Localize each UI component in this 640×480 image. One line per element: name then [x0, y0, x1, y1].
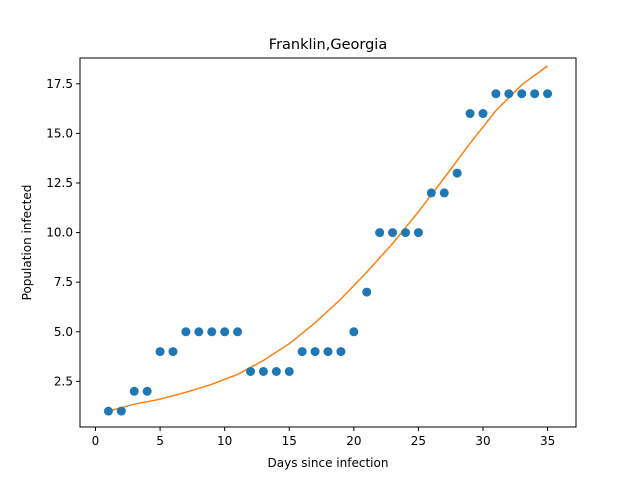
- data-point: [504, 89, 514, 99]
- x-tick-label: 35: [540, 434, 555, 448]
- data-point: [233, 327, 243, 337]
- data-point: [297, 347, 307, 357]
- data-point: [207, 327, 217, 337]
- x-tick-label: 20: [346, 434, 361, 448]
- y-axis-label: Population infected: [20, 185, 34, 301]
- data-point: [258, 366, 268, 376]
- data-point: [194, 327, 204, 337]
- data-point: [349, 327, 359, 337]
- data-point: [543, 89, 553, 99]
- x-tick-label: 25: [411, 434, 426, 448]
- fit-curve-line: [108, 65, 549, 412]
- fit-line-layer: [108, 65, 549, 412]
- y-axis-ticks: 2.5 5.0 7.5 10.0 12.5 15.0 17.5: [46, 77, 80, 388]
- data-point: [220, 327, 230, 337]
- x-tick-label: 30: [475, 434, 490, 448]
- data-point: [323, 347, 333, 357]
- x-tick-label: 10: [217, 434, 232, 448]
- y-tick-label: 7.5: [54, 275, 73, 289]
- data-point: [517, 89, 527, 99]
- data-point: [181, 327, 191, 337]
- data-point: [310, 347, 320, 357]
- data-point: [116, 406, 126, 416]
- data-point: [246, 366, 255, 376]
- y-tick-label: 17.5: [46, 77, 73, 91]
- x-tick-label: 15: [282, 434, 297, 448]
- data-point: [388, 228, 398, 238]
- scatter-points-layer: [103, 89, 553, 416]
- data-point: [401, 228, 410, 238]
- data-point: [426, 188, 436, 198]
- y-tick-label: 12.5: [46, 176, 73, 190]
- x-axis-label: Days since infection: [268, 456, 389, 470]
- x-tick-label: 5: [156, 434, 164, 448]
- chart-title: Franklin,Georgia: [269, 37, 387, 53]
- data-point: [439, 188, 449, 198]
- data-point: [336, 347, 346, 357]
- data-point: [168, 347, 178, 357]
- plot-frame: [79, 57, 577, 428]
- y-tick-label: 10.0: [46, 226, 73, 240]
- data-point: [271, 366, 281, 376]
- y-tick-label: 2.5: [54, 374, 73, 388]
- x-tick-label: 0: [92, 434, 100, 448]
- data-point: [129, 386, 139, 396]
- data-point: [452, 168, 462, 178]
- data-point: [142, 386, 152, 396]
- data-point: [362, 287, 372, 297]
- data-point: [375, 228, 385, 238]
- data-point: [155, 347, 165, 357]
- data-point: [284, 366, 294, 376]
- data-point: [478, 109, 488, 119]
- x-axis-ticks: 0 5 10 15 20 25 30 35: [92, 427, 555, 448]
- data-point: [413, 228, 423, 238]
- data-point: [465, 109, 475, 119]
- data-point: [103, 406, 113, 416]
- y-tick-label: 5.0: [54, 325, 73, 339]
- y-tick-label: 15.0: [46, 126, 73, 140]
- data-point: [491, 89, 501, 99]
- data-point: [530, 89, 540, 99]
